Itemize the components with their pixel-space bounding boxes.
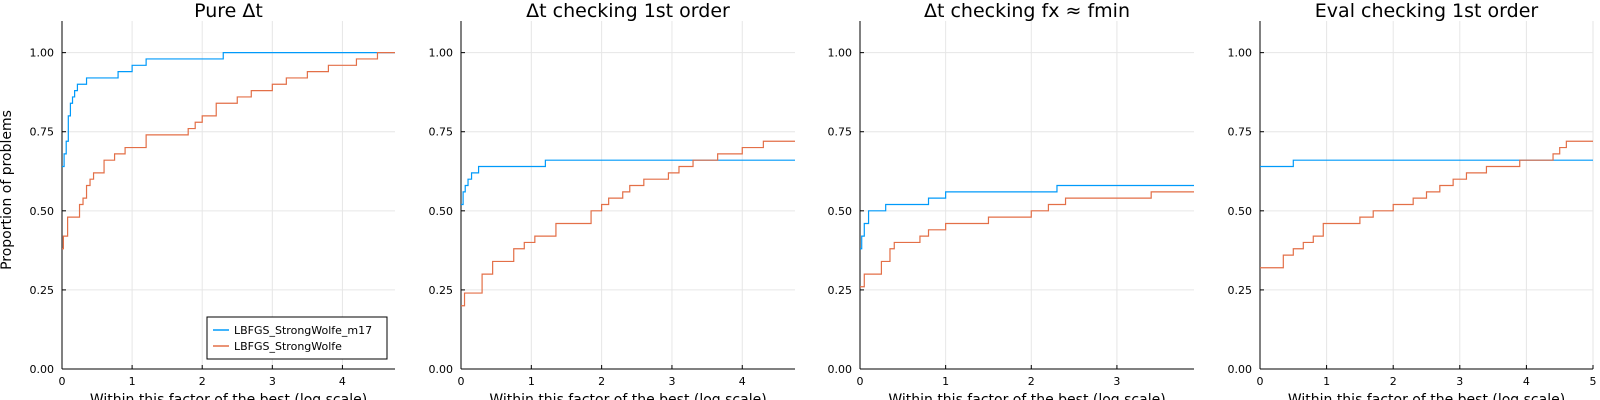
y-tick-label: 0.25 (1228, 284, 1253, 297)
x-tick-label: 3 (668, 375, 675, 388)
y-tick-label: 0.25 (30, 284, 55, 297)
x-tick-label: 4 (339, 375, 346, 388)
x-tick-label: 1 (129, 375, 136, 388)
x-tick-label: 0 (1257, 375, 1264, 388)
y-tick-label: 0.50 (1228, 205, 1253, 218)
x-tick-label: 1 (528, 375, 535, 388)
y-tick-label: 0.50 (429, 205, 454, 218)
series-line-lbfgs-strongwolfe-m17 (1260, 159, 1593, 168)
x-axis-label: Within this factor of the best (log scal… (888, 392, 1165, 400)
series-line-lbfgs-strongwolfe-m17 (62, 52, 395, 168)
chart-title: Pure Δt (194, 0, 263, 22)
y-tick-label: 1.00 (828, 47, 853, 60)
chart-legend: LBFGS_StrongWolfe_m17 LBFGS_StrongWolfe (206, 316, 388, 360)
series-line-lbfgs-strongwolfe (1260, 140, 1593, 269)
x-tick-label: 0 (59, 375, 66, 388)
x-tick-label: 4 (739, 375, 746, 388)
legend-entry: LBFGS_StrongWolfe_m17 (234, 324, 372, 337)
x-tick-label: 0 (857, 375, 864, 388)
series-line-lbfgs-strongwolfe (860, 191, 1194, 288)
series-line-lbfgs-strongwolfe-m17 (860, 184, 1194, 250)
chart-panel-1: 0.00 0.25 0.50 0.75 1.00 0 1 2 3 4 Within this fac… (30, 0, 395, 400)
x-tick-label: 1 (942, 375, 949, 388)
y-tick-label: 0.00 (429, 363, 454, 376)
series-line-lbfgs-strongwolfe-m17 (461, 159, 795, 206)
x-tick-label: 0 (458, 375, 465, 388)
x-axis-label: Within this factor of the best (log scal… (90, 392, 367, 400)
x-tick-label: 2 (199, 375, 206, 388)
series-line-lbfgs-strongwolfe (461, 140, 795, 307)
y-tick-label: 0.00 (1228, 363, 1253, 376)
y-tick-label: 1.00 (1228, 47, 1253, 60)
y-axis-label: Proportion of problems (0, 110, 15, 270)
y-tick-label: 0.75 (828, 126, 853, 139)
chart-panel-4: 0.00 0.25 0.50 0.75 1.00 0 1 2 3 4 5 Within this fa… (1228, 0, 1597, 400)
y-tick-label: 0.75 (429, 126, 454, 139)
x-tick-label: 3 (269, 375, 276, 388)
y-tick-label: 0.50 (828, 205, 853, 218)
x-tick-label: 1 (1323, 375, 1330, 388)
y-tick-label: 0.25 (828, 284, 853, 297)
chart-panel-2: 0.00 0.25 0.50 0.75 1.00 0 1 2 3 4 Within this fac… (429, 0, 795, 400)
y-tick-label: 0.00 (828, 363, 853, 376)
chart-panel-3: 0.00 0.25 0.50 0.75 1.00 0 1 2 3 Within this fact… (828, 0, 1194, 400)
x-axis-label: Within this factor of the best (log scal… (489, 392, 766, 400)
chart-title: Eval checking 1st order (1315, 0, 1539, 22)
y-tick-label: 0.50 (30, 205, 55, 218)
chart-title: Δt checking fx ≈ fmin (924, 0, 1130, 22)
x-tick-label: 2 (1028, 375, 1035, 388)
chart-panels: 0.00 0.25 0.50 0.75 1.00 0 1 2 3 4 Within this fac… (30, 0, 1597, 400)
x-tick-label: 5 (1590, 375, 1597, 388)
legend-box (206, 316, 388, 360)
x-tick-label: 4 (1523, 375, 1530, 388)
x-tick-label: 3 (1113, 375, 1120, 388)
y-tick-label: 0.75 (1228, 126, 1253, 139)
legend-entry: LBFGS_StrongWolfe (234, 340, 342, 353)
y-tick-label: 0.00 (30, 363, 55, 376)
series-line-lbfgs-strongwolfe (62, 52, 395, 250)
y-tick-label: 0.25 (429, 284, 454, 297)
y-tick-label: 0.75 (30, 126, 55, 139)
chart-title: Δt checking 1st order (526, 0, 730, 22)
y-tick-label: 1.00 (30, 47, 55, 60)
x-tick-label: 2 (1390, 375, 1397, 388)
x-tick-label: 3 (1456, 375, 1463, 388)
x-axis-label: Within this factor of the best (log scal… (1288, 392, 1565, 400)
y-tick-label: 1.00 (429, 47, 454, 60)
x-tick-label: 2 (598, 375, 605, 388)
